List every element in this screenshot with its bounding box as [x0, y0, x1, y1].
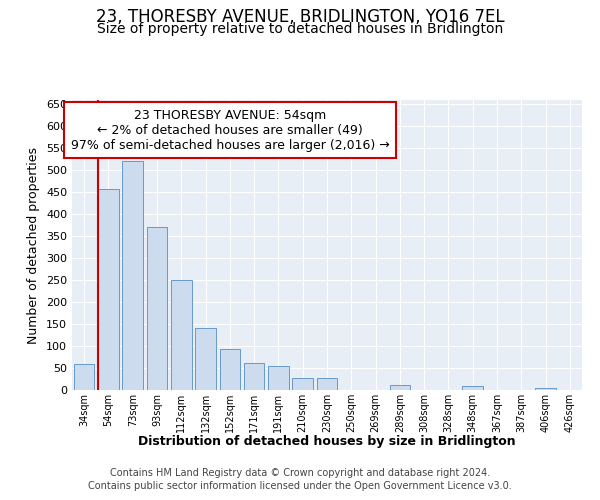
- Bar: [463, 386, 483, 390]
- Bar: [268, 366, 289, 390]
- Bar: [98, 189, 119, 390]
- Text: 23 THORESBY AVENUE: 54sqm
← 2% of detached houses are smaller (49)
97% of semi-d: 23 THORESBY AVENUE: 54sqm ← 2% of detach…: [71, 108, 389, 152]
- Bar: [292, 378, 313, 390]
- Bar: [146, 228, 167, 390]
- Bar: [244, 363, 265, 390]
- Bar: [317, 378, 337, 390]
- Text: Contains public sector information licensed under the Open Government Licence v3: Contains public sector information licen…: [88, 481, 512, 491]
- Bar: [122, 160, 143, 390]
- Text: Size of property relative to detached houses in Bridlington: Size of property relative to detached ho…: [97, 22, 503, 36]
- Text: Distribution of detached houses by size in Bridlington: Distribution of detached houses by size …: [138, 435, 516, 448]
- Text: 23, THORESBY AVENUE, BRIDLINGTON, YO16 7EL: 23, THORESBY AVENUE, BRIDLINGTON, YO16 7…: [95, 8, 505, 26]
- Text: Contains HM Land Registry data © Crown copyright and database right 2024.: Contains HM Land Registry data © Crown c…: [110, 468, 490, 477]
- Bar: [220, 349, 240, 390]
- Bar: [74, 364, 94, 390]
- Bar: [171, 280, 191, 390]
- Bar: [535, 388, 556, 390]
- Bar: [389, 384, 410, 390]
- Bar: [195, 328, 216, 390]
- Y-axis label: Number of detached properties: Number of detached properties: [28, 146, 40, 344]
